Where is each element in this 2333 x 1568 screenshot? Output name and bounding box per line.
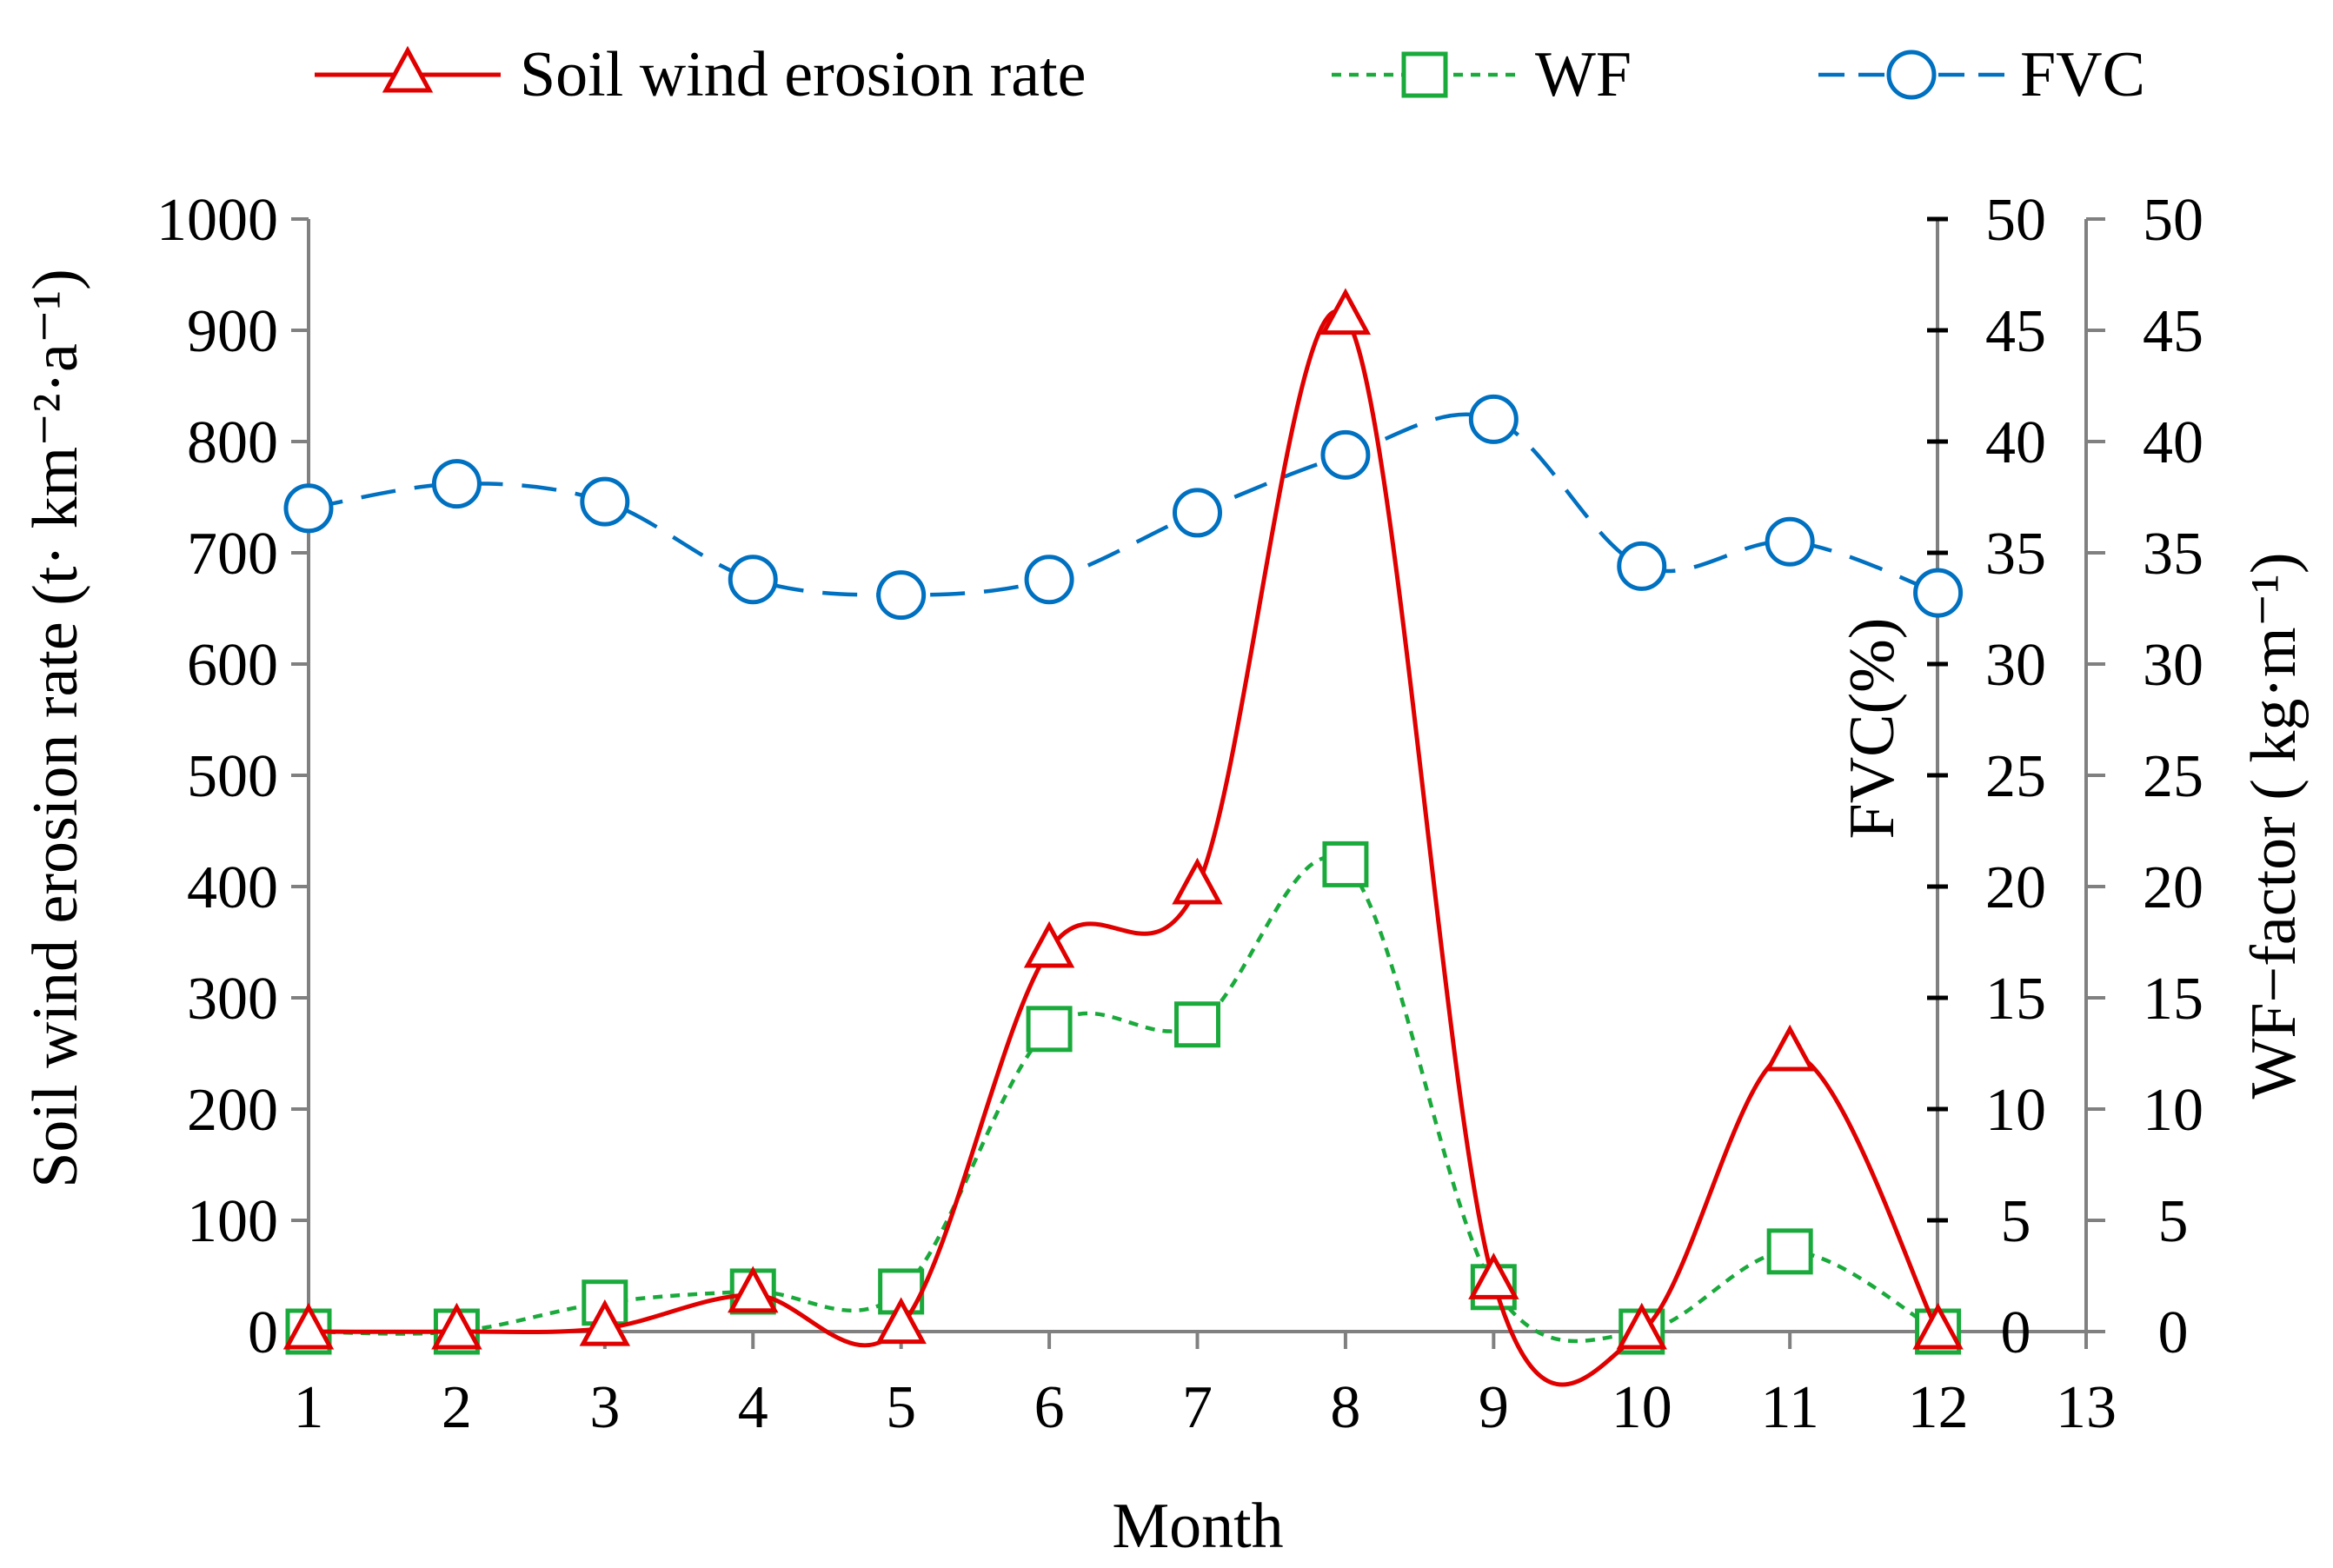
y-tick-label: 800 xyxy=(187,409,278,476)
x-tick-label: 10 xyxy=(1612,1374,1672,1441)
y3-tick-label: 15 xyxy=(2143,966,2203,1033)
data-point-fvc xyxy=(580,476,630,527)
y2-axis-title: FVC(%) xyxy=(1837,618,1908,840)
data-point-soil-wind-erosion-rate xyxy=(1468,1252,1519,1299)
y3-tick-label: 0 xyxy=(2158,1299,2189,1366)
y3-tick-label: 35 xyxy=(2143,521,2203,588)
y-tick-label: 200 xyxy=(187,1077,278,1144)
data-point-soil-wind-erosion-rate xyxy=(1319,288,1372,336)
y2-tick-label: 5 xyxy=(2001,1188,2031,1255)
data-point-wf xyxy=(1766,1228,1813,1275)
y3-tick-label: 50 xyxy=(2143,187,2203,254)
y2-tick-label: 15 xyxy=(1985,966,2046,1033)
series-fvc xyxy=(283,394,1964,621)
x-tick-label: 3 xyxy=(589,1374,620,1441)
data-point-fvc xyxy=(1024,555,1074,605)
data-point-soil-wind-erosion-rate xyxy=(875,1297,927,1345)
y2-tick-label: 50 xyxy=(1985,187,2046,254)
data-point-fvc xyxy=(1320,429,1371,480)
data-point-wf xyxy=(1174,1001,1220,1048)
data-point-wf xyxy=(1026,1006,1073,1053)
legend-item-fvc: FVC xyxy=(1818,39,2145,110)
axes: 1 2 3 4 5 6 7 8 9 10 11 12 1301002003004005006007008… xyxy=(156,187,2203,1441)
data-point-soil-wind-erosion-rate xyxy=(431,1302,482,1350)
legend: Soil wind erosion rate WF FVC xyxy=(315,39,2145,110)
legend-item-soil-wind-erosion-rate: Soil wind erosion rate xyxy=(315,39,1087,110)
y3-tick-label: 40 xyxy=(2143,409,2203,476)
x-tick-label: 11 xyxy=(1760,1374,1818,1441)
x-tick-label: 6 xyxy=(1034,1374,1065,1441)
legend-marker-wf xyxy=(1401,51,1448,98)
y2-tick-label: 45 xyxy=(1985,298,2046,365)
data-point-soil-wind-erosion-rate xyxy=(282,1302,335,1350)
x-tick-label: 7 xyxy=(1182,1374,1213,1441)
y-axis-title: Soil wind erosion rate (t· km⁻²·a⁻¹) xyxy=(20,269,91,1188)
series-layer xyxy=(282,288,1964,1387)
y-tick-label: 500 xyxy=(187,743,278,810)
data-point-soil-wind-erosion-rate xyxy=(1023,920,1075,968)
data-point-fvc xyxy=(283,483,334,534)
y2-tick-label: 40 xyxy=(1985,409,2046,476)
data-point-fvc xyxy=(1468,394,1519,444)
y-tick-label: 100 xyxy=(187,1188,278,1255)
x-tick-label: 9 xyxy=(1479,1374,1509,1441)
legend-label: Soil wind erosion rate xyxy=(520,39,1087,110)
data-point-fvc xyxy=(431,459,482,509)
series-line-soil-wind-erosion-rate xyxy=(308,309,1940,1387)
y2-tick-label: 0 xyxy=(2001,1299,2031,1366)
data-point-soil-wind-erosion-rate xyxy=(1764,1024,1816,1072)
x-tick-label: 2 xyxy=(442,1374,472,1441)
data-point-soil-wind-erosion-rate xyxy=(579,1299,631,1346)
data-point-fvc xyxy=(728,555,778,605)
legend-marker-soil-wind-erosion-rate xyxy=(382,45,434,93)
legend-label: WF xyxy=(1535,39,1632,110)
data-point-fvc xyxy=(1913,568,1964,618)
y3-tick-label: 25 xyxy=(2143,743,2203,810)
y2-tick-label: 35 xyxy=(1985,521,2046,588)
legend-marker-fvc xyxy=(1886,50,1937,100)
y-tick-label: 600 xyxy=(187,632,278,699)
y-tick-label: 1000 xyxy=(156,187,278,254)
y-tick-label: 700 xyxy=(187,521,278,588)
x-tick-label: 5 xyxy=(886,1374,916,1441)
y3-tick-label: 45 xyxy=(2143,298,2203,365)
data-point-soil-wind-erosion-rate xyxy=(1912,1302,1964,1350)
y3-tick-label: 30 xyxy=(2143,632,2203,699)
y3-axis-title: WF−factor ( kg·m⁻¹) xyxy=(2238,553,2310,1100)
y2-tick-label: 30 xyxy=(1985,632,2046,699)
x-tick-label: 12 xyxy=(1908,1374,1969,1441)
data-point-soil-wind-erosion-rate xyxy=(1616,1302,1667,1350)
data-point-fvc xyxy=(1173,488,1222,538)
data-point-soil-wind-erosion-rate xyxy=(728,1266,779,1313)
legend-item-wf: WF xyxy=(1332,39,1632,110)
y3-tick-label: 20 xyxy=(2143,854,2203,921)
legend-label: FVC xyxy=(2020,39,2145,110)
y3-tick-label: 10 xyxy=(2143,1077,2203,1144)
x-axis-title: Month xyxy=(1112,1491,1283,1562)
x-tick-label: 8 xyxy=(1330,1374,1360,1441)
data-point-fvc xyxy=(1617,541,1667,591)
y-tick-label: 300 xyxy=(187,966,278,1033)
y-tick-label: 400 xyxy=(187,854,278,921)
y2-tick-label: 10 xyxy=(1985,1077,2046,1144)
data-point-soil-wind-erosion-rate xyxy=(1172,857,1223,905)
x-tick-label: 13 xyxy=(2056,1374,2117,1441)
y2-tick-label: 25 xyxy=(1985,743,2046,810)
series-soil-wind-erosion-rate xyxy=(282,288,1964,1387)
y3-tick-label: 5 xyxy=(2158,1188,2189,1255)
series-wf xyxy=(285,840,1962,1355)
series-line-fvc xyxy=(308,412,1939,597)
data-point-fvc xyxy=(876,570,927,621)
y-tick-label: 0 xyxy=(248,1299,278,1366)
x-tick-label: 1 xyxy=(294,1374,324,1441)
y-tick-label: 900 xyxy=(187,298,278,365)
x-tick-label: 4 xyxy=(738,1374,768,1441)
data-point-fvc xyxy=(1765,516,1815,567)
data-point-wf xyxy=(1322,840,1369,887)
y2-tick-label: 20 xyxy=(1985,854,2046,921)
